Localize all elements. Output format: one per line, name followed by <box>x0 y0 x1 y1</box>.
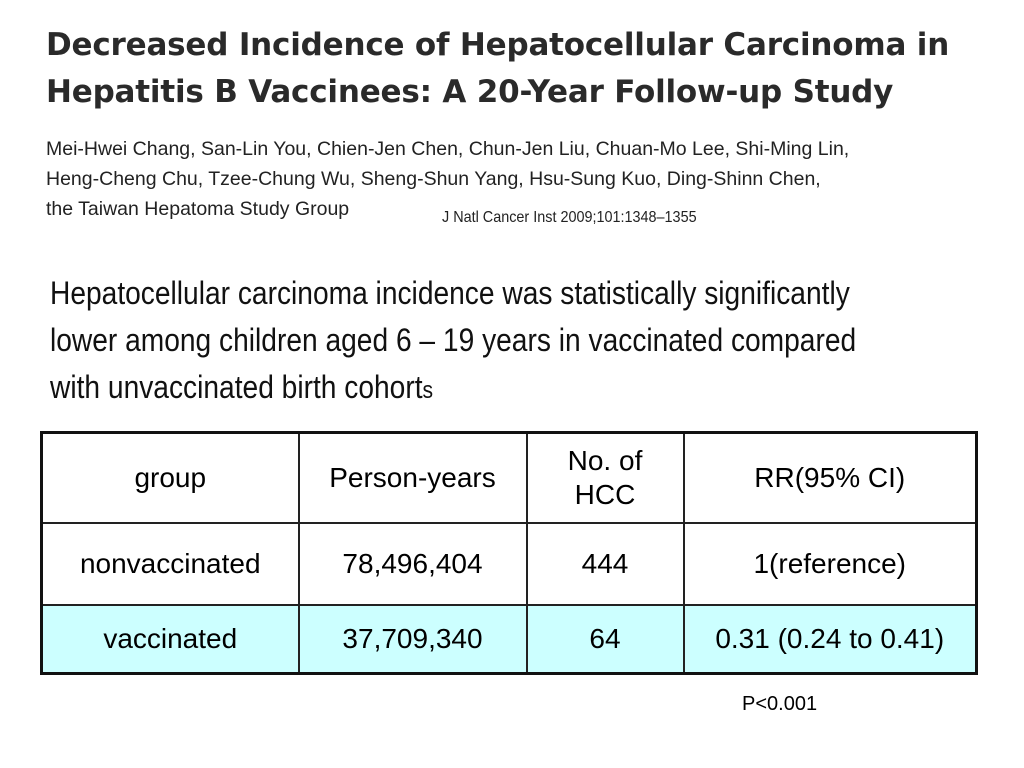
table-cell: 1(reference) <box>682 522 978 606</box>
summary-statement: Hepatocellular carcinoma incidence was s… <box>50 270 895 414</box>
table-cell: nonvaccinated <box>40 522 300 606</box>
author-line: the Taiwan Hepatoma Study Group <box>46 198 350 220</box>
header-cell: group <box>40 431 300 524</box>
author-list: Mei-Hwei Chang, San-Lin You, Chien-Jen C… <box>46 134 906 224</box>
table-cell: 64 <box>525 604 685 675</box>
table-cell: 0.31 (0.24 to 0.41) <box>682 604 978 675</box>
header-cell: No. of HCC <box>525 431 685 524</box>
table-cell: vaccinated <box>40 604 300 675</box>
results-table: group Person-years No. of HCC RR(95% CI)… <box>40 431 978 675</box>
table-header-row: group Person-years No. of HCC RR(95% CI) <box>40 431 978 524</box>
p-value: P<0.001 <box>742 693 818 715</box>
table-row: vaccinated 37,709,340 64 0.31 (0.24 to 0… <box>40 604 978 675</box>
journal-citation: J Natl Cancer Inst 2009;101:1348–1355 <box>442 209 697 226</box>
table-cell: 37,709,340 <box>297 604 528 675</box>
header-cell: Person-years <box>297 431 528 524</box>
header-cell: RR(95% CI) <box>682 431 978 524</box>
author-line: Heng-Cheng Chu, Tzee-Chung Wu, Sheng-Shu… <box>46 168 821 190</box>
slide-title: Decreased Incidence of Hepatocellular Ca… <box>46 27 950 110</box>
table-cell: 444 <box>525 522 685 606</box>
table-row: nonvaccinated 78,496,404 444 1(reference… <box>40 522 978 606</box>
table-cell: 78,496,404 <box>297 522 528 606</box>
summary-text: Hepatocellular carcinoma incidence was s… <box>50 275 857 405</box>
summary-last-char: s <box>422 377 434 404</box>
author-line: Mei-Hwei Chang, San-Lin You, Chien-Jen C… <box>46 138 850 160</box>
